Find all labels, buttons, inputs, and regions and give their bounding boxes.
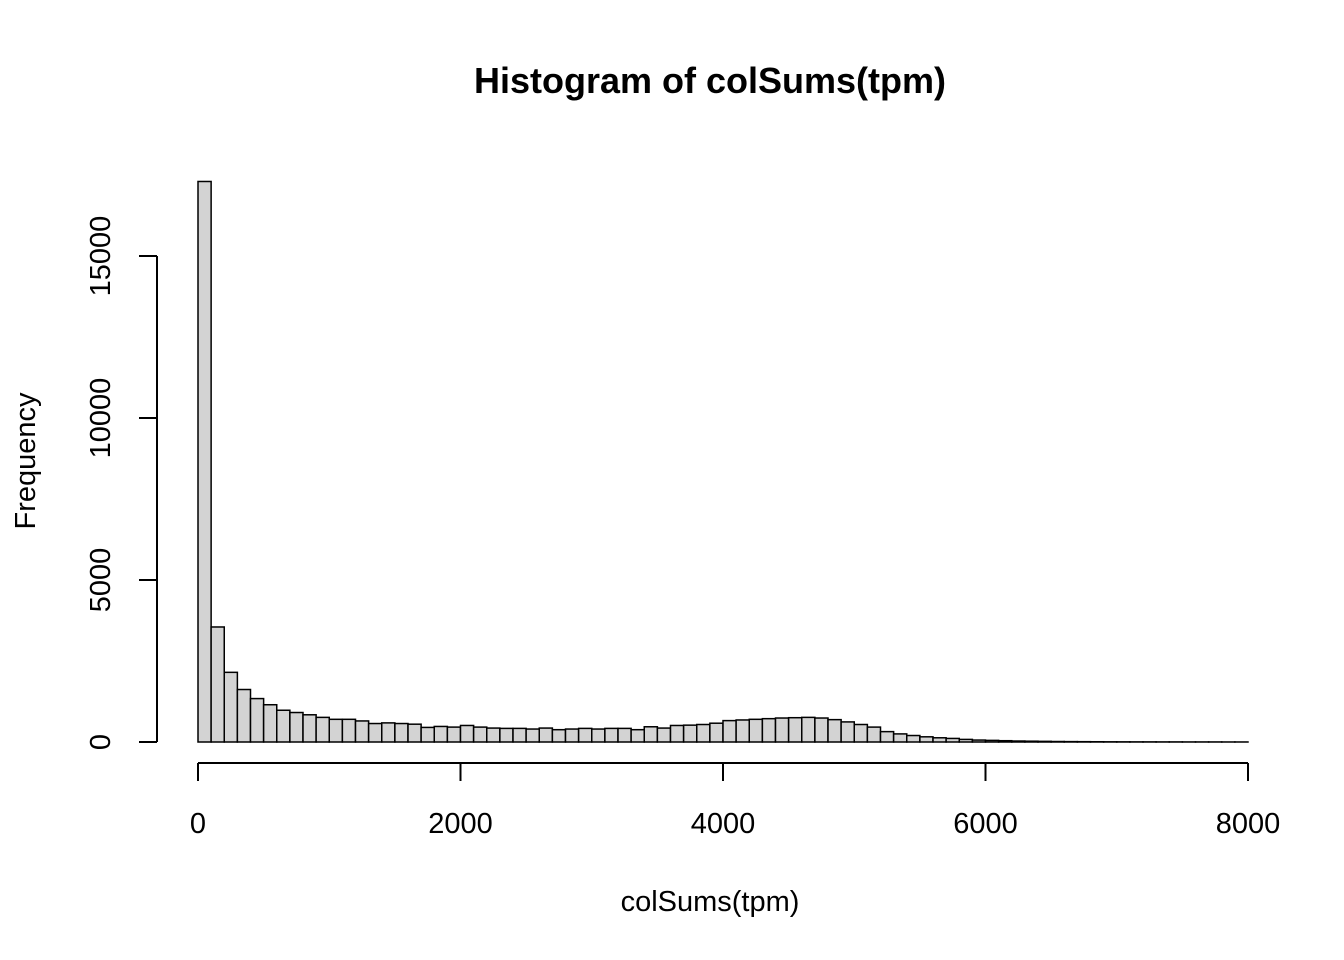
histogram-bar <box>630 728 645 743</box>
y-tick-label: 0 <box>85 734 117 750</box>
histogram-bar <box>1037 740 1052 743</box>
histogram-bar <box>315 716 330 743</box>
histogram-bar <box>656 727 672 743</box>
x-tick-label: 2000 <box>428 808 493 840</box>
histogram-bar <box>984 739 1000 743</box>
histogram-bar <box>354 720 370 743</box>
histogram-bar <box>617 727 632 743</box>
histogram-bar <box>420 726 435 743</box>
histogram-bar <box>669 724 685 743</box>
x-axis: 0 2000 4000 6000 8000 <box>190 762 1281 840</box>
histogram-bar <box>512 727 527 743</box>
histogram-bar <box>774 717 790 743</box>
histogram-bar <box>591 728 606 743</box>
x-tick-label: 8000 <box>1216 808 1281 840</box>
histogram-bar <box>840 721 855 743</box>
histogram-bar <box>433 725 449 743</box>
histogram-bar <box>210 626 225 743</box>
histogram-bar <box>748 718 764 743</box>
histogram-bar <box>735 719 750 743</box>
x-tick-label: 6000 <box>953 808 1018 840</box>
histogram-bar <box>787 716 803 743</box>
x-axis-label: colSums(tpm) <box>621 886 800 918</box>
histogram-bar <box>906 734 921 743</box>
histogram-bar <box>945 737 960 743</box>
histogram-bar <box>407 723 422 743</box>
histogram-bar <box>696 723 711 743</box>
chart-title: Histogram of colSums(tpm) <box>474 60 946 101</box>
histogram-bar <box>853 723 869 743</box>
histogram-bar <box>486 727 501 743</box>
x-tick-label: 4000 <box>691 808 756 840</box>
histogram-bar <box>302 714 317 743</box>
histogram-bar <box>604 727 619 743</box>
histogram-bar <box>814 717 829 743</box>
histogram-bar <box>236 688 252 743</box>
y-tick-label: 5000 <box>85 548 117 613</box>
histogram-bar <box>643 726 659 743</box>
histogram-bar <box>1011 740 1026 743</box>
histogram-bar <box>472 726 488 743</box>
histogram-bar <box>919 736 934 743</box>
histogram-bar <box>971 739 987 743</box>
histogram-bar <box>564 728 580 743</box>
histogram-bar <box>446 726 462 743</box>
histogram-bar <box>866 726 882 743</box>
histogram-bar <box>197 180 212 743</box>
histogram-bar <box>892 733 908 743</box>
histogram-bar <box>328 718 344 743</box>
y-axis: 0 5000 10000 15000 <box>85 216 158 750</box>
histogram-bar <box>538 727 554 743</box>
histogram-bar <box>289 711 304 743</box>
histogram-bar <box>761 717 777 743</box>
histogram-bar <box>997 739 1013 743</box>
histogram-bars <box>197 180 1249 743</box>
histogram-bar <box>459 724 475 743</box>
histogram-bar <box>722 719 737 743</box>
histogram-bar <box>381 722 396 743</box>
histogram-bar <box>1024 740 1039 743</box>
y-tick-label: 15000 <box>85 216 117 297</box>
histogram-bar <box>827 718 842 743</box>
histogram-bar <box>958 738 974 743</box>
y-axis-label: Frequency <box>10 392 42 530</box>
histogram-bar <box>367 722 383 743</box>
histogram-bar <box>394 722 409 743</box>
histogram-bar <box>709 722 724 743</box>
histogram-bar <box>223 671 239 743</box>
histogram-bar <box>879 730 895 743</box>
histogram-bar <box>341 718 357 743</box>
histogram-bar <box>577 727 593 743</box>
histogram-bar <box>801 716 816 743</box>
histogram-bar <box>932 737 947 743</box>
histogram-bar <box>551 728 567 743</box>
histogram-bar <box>499 727 514 743</box>
histogram-bar <box>276 709 291 743</box>
x-tick-label: 0 <box>190 808 206 840</box>
y-tick-label: 10000 <box>85 378 117 459</box>
histogram-bar <box>525 728 540 743</box>
histogram-bar <box>682 724 698 743</box>
histogram-bar <box>249 697 265 743</box>
histogram-bar <box>262 703 278 743</box>
